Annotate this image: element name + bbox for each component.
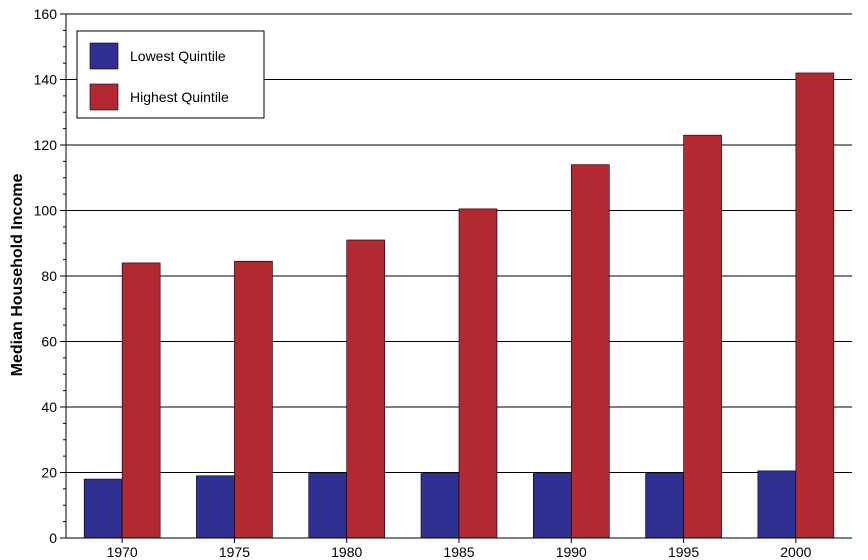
bar-highest-quintile-1995 <box>683 134 722 539</box>
bar-lowest-quintile-1980 <box>308 473 348 539</box>
y-tick-label: 120 <box>34 137 58 153</box>
y-tick-label: 20 <box>41 465 57 481</box>
y-tick-label: 140 <box>34 72 58 88</box>
legend-swatch-highest-quintile <box>89 83 119 111</box>
bar-lowest-quintile-1990 <box>532 473 572 539</box>
y-tick-label: 80 <box>41 268 57 284</box>
x-axis-ticks: 1970 1975 1980 1985 1990 1995 2000 <box>107 538 812 560</box>
legend-label-highest-quintile: Highest Quintile <box>130 89 229 105</box>
y-tick-label: 60 <box>41 334 57 350</box>
bar-highest-quintile-1975 <box>234 260 273 539</box>
y-axis-ticks: 0 20 40 60 80 100 120 140 160 <box>34 6 66 546</box>
bar-lowest-quintile-1995 <box>645 473 684 539</box>
legend: Lowest Quintile Highest Quintile <box>76 30 265 119</box>
x-tick-label: 1990 <box>556 544 587 560</box>
y-axis-label: Median Household Income <box>9 174 26 377</box>
y-tick-label: 100 <box>34 203 58 219</box>
bar-highest-quintile-1980 <box>346 239 386 539</box>
x-tick-label: 1970 <box>107 544 138 560</box>
bar-lowest-quintile-1975 <box>196 475 235 539</box>
y-tick-label: 160 <box>34 6 58 22</box>
bar-lowest-quintile-1970 <box>83 478 123 539</box>
bar-highest-quintile-1990 <box>570 164 610 539</box>
x-tick-label: 1995 <box>668 544 699 560</box>
legend-swatch-lowest-quintile <box>89 42 119 70</box>
x-tick-label: 1985 <box>443 544 474 560</box>
bar-highest-quintile-2000 <box>795 72 835 539</box>
bar-lowest-quintile-2000 <box>757 470 797 539</box>
y-tick-label: 0 <box>49 530 57 546</box>
bar-lowest-quintile-1985 <box>420 473 460 539</box>
x-tick-label: 1980 <box>331 544 362 560</box>
x-tick-label: 2000 <box>780 544 811 560</box>
bar-highest-quintile-1970 <box>121 262 161 539</box>
y-tick-label: 40 <box>41 399 57 415</box>
bar-highest-quintile-1985 <box>458 208 498 539</box>
legend-label-lowest-quintile: Lowest Quintile <box>130 48 226 64</box>
x-tick-label: 1975 <box>219 544 250 560</box>
bars <box>83 72 835 539</box>
